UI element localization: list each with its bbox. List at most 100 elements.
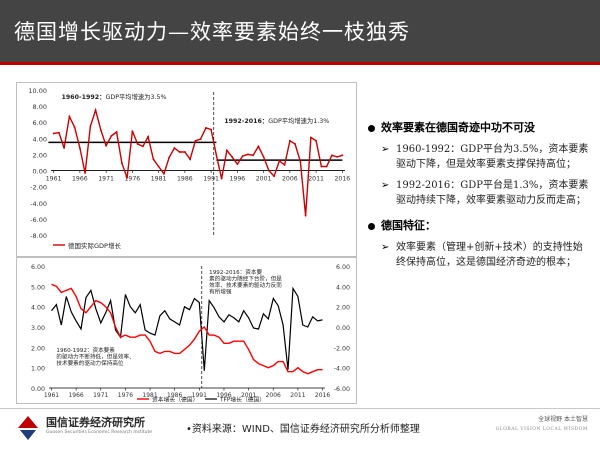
capital-tfp-chart-svg: 6.00 5.00 4.00 3.00 2.00 1.00 0.00 6.00 4.00 2.00… — [31, 264, 350, 404]
gdp-growth-point — [299, 160, 302, 163]
sub-bullet-text: 1992-2016：GDP平台是1.3%，资本要素驱动持续下降，效率要素驱动力反… — [396, 180, 589, 206]
legend-label-tfp: TFP增长（德国） — [219, 396, 265, 404]
sub-bullet-text: 1960-1992：GDP平台为3.5%，资本要素驱动下降，但是效率要素支撑保持… — [396, 144, 589, 170]
gdp-growth-point — [205, 127, 207, 129]
gdp-growth-point — [68, 115, 71, 118]
gdp-growth-point — [147, 135, 150, 138]
x-tick-label: 1991 — [192, 392, 207, 399]
gdp-growth-point — [310, 136, 312, 139]
gdp-growth-point — [152, 158, 155, 161]
gdp-growth-point — [110, 135, 113, 137]
gdp-growth-point — [157, 165, 160, 168]
x-tick-label: 1996 — [216, 392, 231, 399]
y-tick-label: 2.00 — [33, 151, 47, 159]
gdp-growth-point — [189, 158, 192, 161]
gdp-growth-point — [79, 147, 81, 149]
bullet-block-efficiency: 效率要素在德国奇迹中功不可没 ➢ 1960-1992：GDP平台为3.5%，资本… — [366, 120, 591, 208]
annotation-text: 素的驱动力随经下台阶，但是 — [209, 275, 282, 283]
y-tick-label: -8.00 — [30, 232, 47, 240]
gdp-growth-point — [163, 172, 165, 175]
annotation-text: 1960-1992：资本要素 — [56, 346, 115, 354]
logo-english-name: Guosen Securities Economic Research Inst… — [46, 430, 153, 435]
gdp-growth-point — [199, 138, 202, 140]
x-tick-label: 2006 — [266, 392, 281, 399]
gdp-growth-point — [126, 176, 128, 179]
guosen-logo-icon — [18, 416, 38, 440]
x-tick-label: 2006 — [282, 176, 298, 183]
x-tick-label: 2016 — [335, 176, 351, 183]
gdp-growth-point — [168, 156, 171, 159]
bullet-block-germany: 德国特征： ➢ 效率要素（管理+创新+技术）的支持性始终保持高位，这是德国经济奇… — [366, 218, 591, 270]
gdp-growth-point — [58, 131, 60, 134]
arrow-bullet-icon: ➢ — [381, 242, 390, 253]
gdp-growth-point — [262, 156, 265, 158]
y-tick-label: -6.00 — [30, 216, 47, 224]
x-tick-label: 1966 — [68, 392, 83, 399]
y-tick-label: 6.00 — [33, 119, 47, 127]
gdp-growth-point — [283, 164, 286, 166]
arrow-bullet-icon: ➢ — [381, 180, 390, 191]
gdp-growth-point — [273, 175, 275, 178]
y-tick-label: 4.00 — [33, 135, 47, 143]
gdp-growth-point — [336, 156, 338, 158]
annotation-text: 的驱动力不断持低，但是效率、 — [56, 353, 134, 361]
x-tick-label: 1981 — [142, 392, 157, 399]
reference-line-period: 1960-1992： — [62, 94, 106, 101]
title-banner: 德国增长驱动力—效率要素始终一枝独秀 — [0, 0, 600, 62]
gdp-growth-point — [236, 163, 239, 165]
x-tick-label: 1961 — [44, 392, 59, 399]
right-y-tick-label: 0.00 — [336, 325, 350, 332]
gdp-growth-point — [278, 160, 281, 162]
y-tick-label: 10.00 — [28, 87, 47, 95]
gdp-growth-point — [84, 172, 86, 174]
slogan-cn: 全球视野 本土智慧 — [538, 416, 588, 423]
sub-bullet-text: 效率要素（管理+创新+技术）的支持性始终保持高位，这是德国经济奇迹的根本； — [396, 242, 583, 268]
gdp-growth-point — [241, 155, 244, 157]
bullet-dot-icon — [368, 125, 375, 132]
x-tick-label: 2011 — [308, 176, 324, 183]
bullet-list: 效率要素在德国奇迹中功不可没 ➢ 1960-1992：GDP平台为3.5%，资本… — [366, 120, 591, 270]
left-y-tick-label: 3.00 — [31, 325, 45, 332]
gdp-growth-point — [341, 154, 344, 157]
left-y-tick-label: 5.00 — [31, 284, 45, 291]
gdp-growth-point — [142, 145, 144, 148]
capital-growth-series-line — [51, 283, 323, 375]
sub-bullet: ➢ 1960-1992：GDP平台为3.5%，资本要素驱动下降，但是效率要素支撑… — [366, 142, 591, 172]
sub-bullet: ➢ 1992-2016：GDP平台是1.3%，资本要素驱动持续下降，效率要素驱动… — [366, 178, 591, 208]
y-tick-label: 0.00 — [33, 168, 47, 176]
gdp-growth-point — [304, 214, 307, 217]
x-tick-label: 1986 — [167, 392, 182, 399]
annotation-text: 技术要素的驱动力保持高位 — [56, 359, 124, 367]
gdp-growth-point — [105, 144, 107, 147]
gdp-growth-point — [89, 125, 92, 128]
right-y-tick-label: 2.00 — [336, 305, 350, 312]
gdp-growth-point — [226, 149, 228, 152]
gdp-growth-point — [331, 154, 333, 157]
x-tick-label: 2011 — [290, 392, 305, 399]
left-y-tick-label: 0.00 — [31, 386, 45, 393]
gdp-growth-point — [210, 128, 213, 131]
right-y-tick-label: -4.00 — [334, 366, 350, 373]
right-y-tick-label: -6.00 — [334, 386, 350, 393]
x-tick-label: 1971 — [98, 176, 114, 183]
gdp-growth-point — [294, 143, 296, 145]
reference-line-label: 1992-2016：GDP平均增速为1.3% — [224, 116, 329, 125]
y-tick-label: -2.00 — [30, 184, 47, 192]
annotation-text: 1992-2016：资本要 — [209, 268, 262, 276]
x-tick-label: 1966 — [72, 176, 88, 183]
bullet-heading: 德国特征： — [366, 218, 591, 234]
gdp-growth-point — [252, 154, 255, 157]
gdp-growth-point — [178, 151, 181, 153]
x-tick-label: 2016 — [315, 392, 330, 399]
bullet-heading-text: 德国特征： — [381, 219, 436, 232]
bullet-heading-text: 效率要素在德国奇迹中功不可没 — [381, 121, 535, 134]
bullet-dot-icon — [368, 223, 375, 230]
gdp-growth-point — [231, 156, 234, 158]
gdp-growth-point — [136, 143, 139, 145]
x-tick-label: 2001 — [241, 392, 256, 399]
left-y-tick-label: 2.00 — [31, 345, 45, 352]
legend-label-gdp: 德国实际GDP增长 — [68, 241, 121, 250]
x-tick-label: 1986 — [177, 176, 193, 183]
gdp-growth-point — [220, 177, 223, 180]
x-tick-label: 1996 — [230, 176, 246, 183]
